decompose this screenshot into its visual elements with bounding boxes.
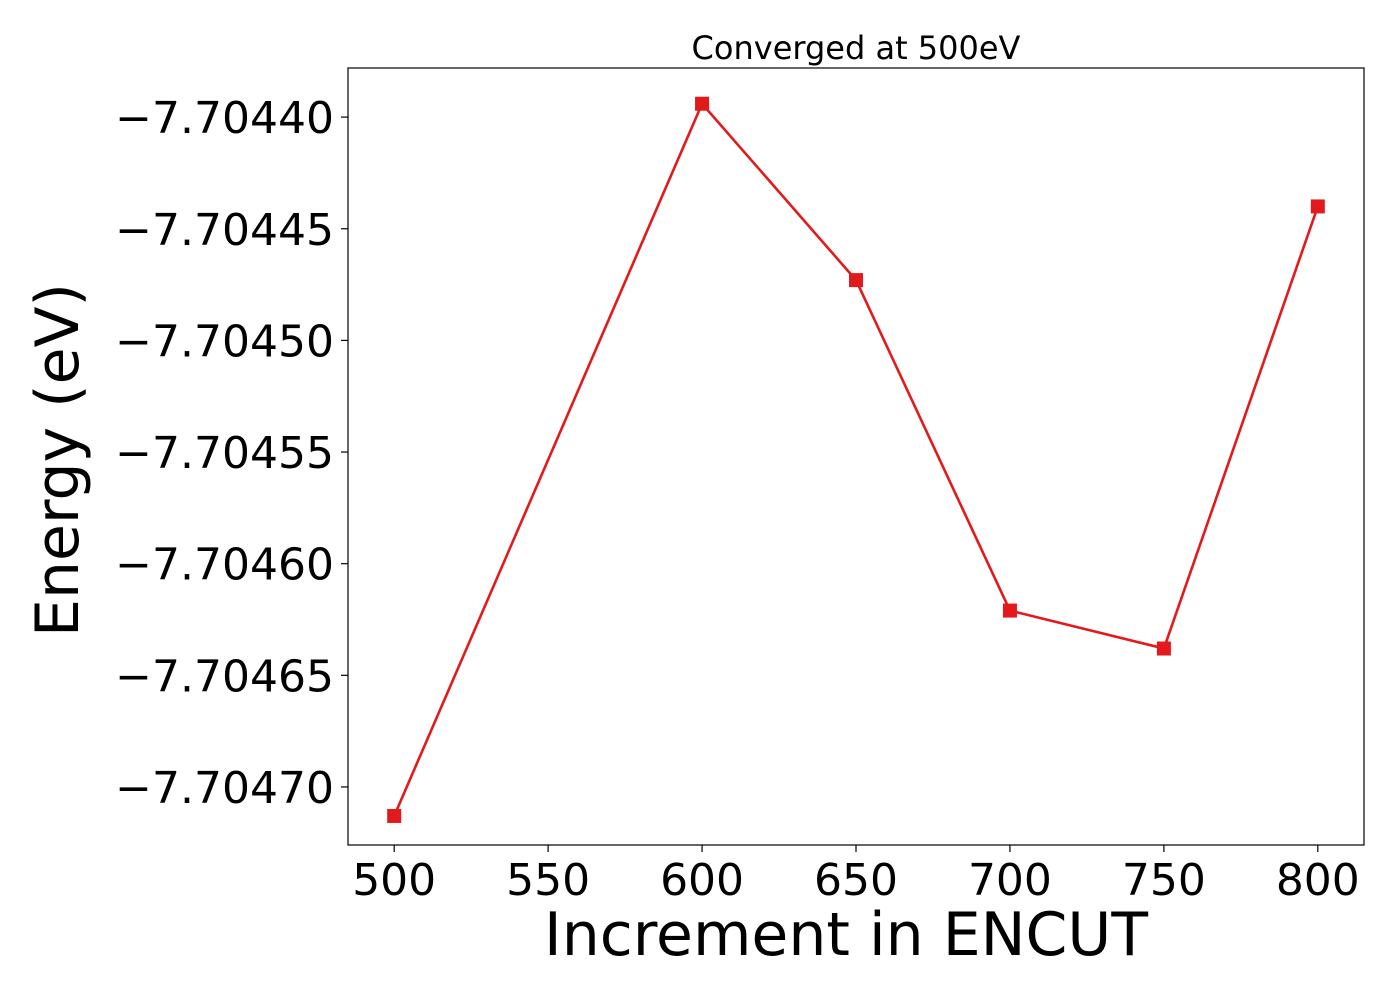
x-tick-label: 700 <box>968 855 1052 906</box>
data-point-marker <box>1310 199 1325 214</box>
y-tick-label: −7.70440 <box>115 93 334 144</box>
x-tick-label: 600 <box>660 855 744 906</box>
x-tick-label: 550 <box>506 855 590 906</box>
series-layer <box>387 96 1325 823</box>
data-point-marker <box>387 808 402 823</box>
x-axis-title: Increment in ENCUT <box>544 900 1148 970</box>
data-point-marker <box>1156 641 1171 656</box>
plot-frame <box>347 67 1365 846</box>
y-axis-title: Energy (eV) <box>23 283 93 637</box>
y-tick-label: −7.70455 <box>115 428 334 479</box>
y-tick-label: −7.70465 <box>115 651 334 702</box>
y-tick-label: −7.70450 <box>115 316 334 367</box>
x-tick-label: 750 <box>1122 855 1206 906</box>
data-point-marker <box>1002 603 1017 618</box>
y-tick-label: −7.70445 <box>115 205 334 256</box>
chart-title: Converged at 500eV <box>692 29 1021 67</box>
x-tick-label: 650 <box>814 855 898 906</box>
y-tick-label: −7.70460 <box>115 540 334 591</box>
data-point-marker <box>849 273 863 288</box>
x-tick-label: 800 <box>1276 855 1360 906</box>
series-line <box>392 102 1320 817</box>
x-axis-ticks: 500 550 600 650 700 750 800 <box>352 845 1360 906</box>
x-tick-label: 500 <box>352 855 436 906</box>
y-axis-ticks: −7.70440 −7.70445 −7.70450 −7.70455 −7.70460… <box>115 93 348 814</box>
data-point-marker <box>695 96 710 111</box>
y-tick-label: −7.70470 <box>115 763 334 814</box>
